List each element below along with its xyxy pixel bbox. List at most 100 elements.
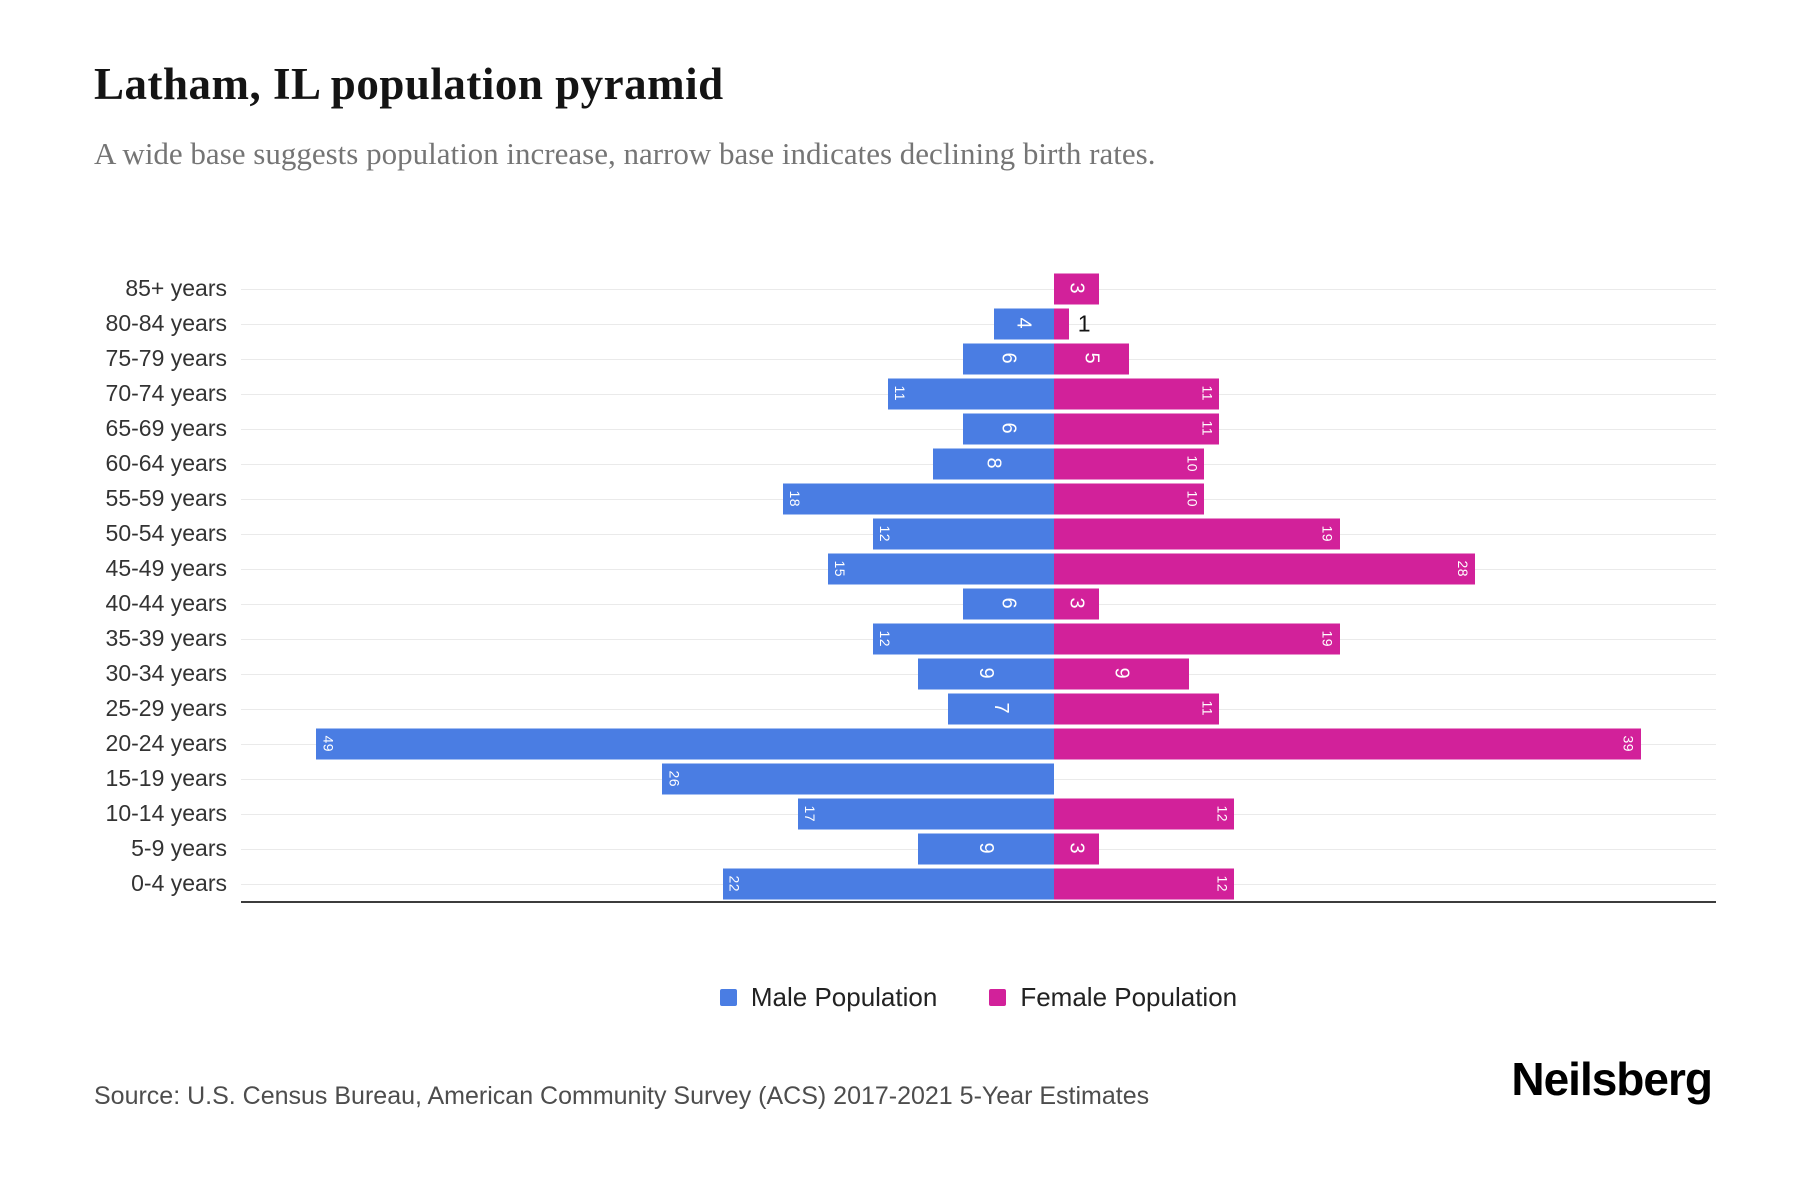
category-label: 25-29 years <box>105 695 227 721</box>
bar-value-label: 19 <box>1319 630 1336 647</box>
male-bar[interactable]: 7 <box>948 693 1054 724</box>
bar-value-label: 7 <box>990 702 1013 715</box>
female-bar[interactable]: 3 <box>1053 833 1099 864</box>
female-bar[interactable]: 10 <box>1053 448 1205 479</box>
female-bar[interactable]: 3 <box>1053 273 1099 304</box>
male-bar[interactable]: 15 <box>827 553 1054 584</box>
gridline <box>241 288 1716 290</box>
female-legend-swatch <box>989 989 1007 1006</box>
bar-value-label: 10 <box>1184 490 1201 507</box>
pyramid-row: 10-14 years 17 12 <box>0 796 1716 831</box>
male-bar[interactable]: 49 <box>316 728 1054 759</box>
pyramid-row: 30-34 years 9 9 <box>0 656 1716 691</box>
bar-value-label: 19 <box>1319 525 1336 542</box>
female-bar[interactable]: 19 <box>1053 623 1340 654</box>
bar-value-label: 17 <box>801 805 818 822</box>
bar-value-label: 12 <box>877 525 894 542</box>
chart-legend: Male Population Female Population <box>241 982 1716 1013</box>
category-label: 75-79 years <box>105 345 227 371</box>
row-plot: 6 11 <box>241 411 1716 446</box>
row-plot: 18 10 <box>241 481 1716 516</box>
bar-value-label: 6 <box>997 597 1020 610</box>
category-label: 35-39 years <box>105 625 227 651</box>
category-label: 70-74 years <box>105 380 227 406</box>
male-bar[interactable]: 22 <box>722 868 1054 899</box>
pyramid-row: 75-79 years 6 5 <box>0 341 1716 376</box>
legend-item-female[interactable]: Female Population <box>989 982 1237 1013</box>
female-bar[interactable]: 10 <box>1053 483 1205 514</box>
male-bar[interactable]: 26 <box>662 763 1054 794</box>
bar-value-label: 6 <box>997 422 1020 435</box>
bar-value-label: 5 <box>1080 352 1103 365</box>
male-bar[interactable]: 6 <box>963 413 1054 444</box>
bar-value-label: 12 <box>1214 805 1231 822</box>
bar-value-label: 6 <box>997 352 1020 365</box>
male-bar[interactable]: 12 <box>873 623 1054 654</box>
chart-title: Latham, IL population pyramid <box>94 59 724 109</box>
bar-value-label: 4 <box>1012 317 1035 330</box>
category-label: 10-14 years <box>105 800 227 826</box>
female-bar[interactable]: 12 <box>1053 798 1235 829</box>
category-label: 55-59 years <box>105 485 227 511</box>
row-plot: 8 10 <box>241 446 1716 481</box>
female-bar[interactable]: 9 <box>1053 658 1190 689</box>
category-label: 0-4 years <box>131 870 227 896</box>
female-bar[interactable]: 28 <box>1053 553 1476 584</box>
male-legend-swatch <box>719 989 737 1006</box>
pyramid-row: 80-84 years 4 1 <box>0 306 1716 341</box>
male-bar[interactable]: 11 <box>888 378 1054 409</box>
bar-value-label: 3 <box>1065 282 1088 295</box>
female-bar[interactable]: 3 <box>1053 588 1099 619</box>
bar-value-label: 18 <box>786 490 803 507</box>
female-bar[interactable]: 11 <box>1053 693 1220 724</box>
category-label: 50-54 years <box>105 520 227 546</box>
bar-value-label: 28 <box>1455 560 1472 577</box>
male-bar[interactable]: 9 <box>918 658 1054 689</box>
pyramid-row: 85+ years 3 <box>0 271 1716 306</box>
pyramid-row: 35-39 years 12 19 <box>0 621 1716 656</box>
legend-item-male[interactable]: Male Population <box>719 982 937 1013</box>
category-label: 15-19 years <box>105 765 227 791</box>
male-bar[interactable]: 6 <box>963 588 1054 619</box>
bar-value-label: 9 <box>975 842 997 855</box>
brand-logo: Neilsberg <box>1511 1053 1713 1105</box>
female-bar[interactable] <box>1053 308 1069 339</box>
row-plot: 26 <box>241 761 1716 796</box>
female-bar[interactable]: 11 <box>1053 413 1220 444</box>
female-bar[interactable]: 39 <box>1053 728 1641 759</box>
bar-value-label: 3 <box>1065 842 1088 855</box>
row-plot: 12 19 <box>241 621 1716 656</box>
pyramid-row: 5-9 years 9 3 <box>0 831 1716 866</box>
population-pyramid-chart: 85+ years 3 80-84 years 4 1 75-79 years 6 5 70-7… <box>0 271 1716 901</box>
male-bar[interactable]: 9 <box>918 833 1054 864</box>
male-bar[interactable]: 6 <box>963 343 1054 374</box>
row-plot: 49 39 <box>241 726 1716 761</box>
category-label: 45-49 years <box>105 555 227 581</box>
row-plot: 17 12 <box>241 796 1716 831</box>
pyramid-row: 0-4 years 22 12 <box>0 866 1716 901</box>
male-bar[interactable]: 12 <box>873 518 1054 549</box>
pyramid-row: 50-54 years 12 19 <box>0 516 1716 551</box>
pyramid-row: 55-59 years 18 10 <box>0 481 1716 516</box>
pyramid-row: 40-44 years 6 3 <box>0 586 1716 621</box>
female-bar[interactable]: 12 <box>1053 868 1235 899</box>
bar-value-label: 11 <box>1199 700 1216 717</box>
bar-value-label: 9 <box>975 667 997 680</box>
pyramid-row: 25-29 years 7 11 <box>0 691 1716 726</box>
pyramid-row: 60-64 years 8 10 <box>0 446 1716 481</box>
row-plot: 7 11 <box>241 691 1716 726</box>
category-label: 65-69 years <box>105 415 227 441</box>
female-bar[interactable]: 11 <box>1053 378 1220 409</box>
source-text: Source: U.S. Census Bureau, American Com… <box>94 1082 1150 1110</box>
male-bar[interactable]: 4 <box>993 308 1054 339</box>
bar-value-label: 39 <box>1620 735 1637 752</box>
category-label: 20-24 years <box>105 730 227 756</box>
female-bar[interactable]: 5 <box>1053 343 1129 374</box>
male-bar[interactable]: 17 <box>797 798 1054 829</box>
bar-value-label: 11 <box>1199 420 1216 437</box>
female-bar[interactable]: 19 <box>1053 518 1340 549</box>
male-bar[interactable]: 18 <box>782 483 1054 514</box>
male-bar[interactable]: 8 <box>933 448 1054 479</box>
